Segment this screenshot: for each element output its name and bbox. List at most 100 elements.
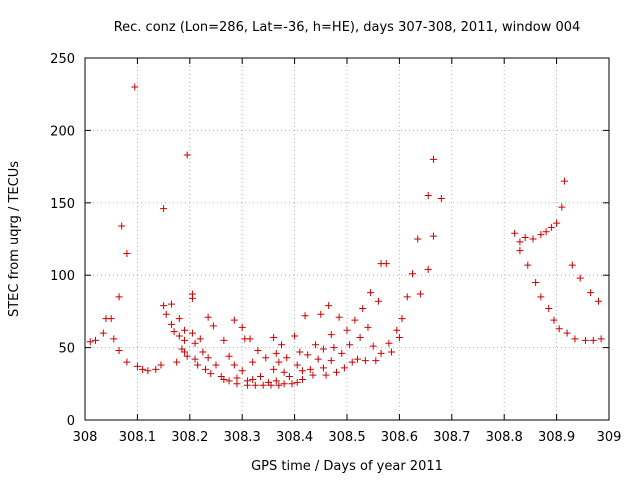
data-point — [333, 368, 341, 376]
data-points — [86, 83, 605, 389]
data-point — [280, 368, 288, 376]
y-axis-label: STEC from uqrg / TECUs — [7, 161, 22, 317]
data-point — [188, 329, 196, 337]
data-point — [558, 203, 566, 211]
data-point — [233, 380, 241, 388]
data-point — [270, 333, 278, 341]
data-point — [225, 377, 233, 385]
data-point — [194, 361, 202, 369]
data-point — [576, 274, 584, 282]
data-point — [259, 381, 267, 389]
x-tick-label: 308.4 — [276, 430, 313, 445]
data-point — [183, 352, 191, 360]
x-tick-label: 308.1 — [119, 430, 156, 445]
data-point — [424, 265, 432, 273]
data-point — [563, 329, 571, 337]
data-point — [283, 354, 291, 362]
data-point — [571, 335, 579, 343]
data-point — [524, 261, 532, 269]
data-point — [560, 177, 568, 185]
data-point — [191, 355, 199, 363]
data-point — [346, 341, 354, 349]
data-point — [511, 229, 519, 237]
data-point — [181, 326, 189, 334]
data-point — [532, 278, 540, 286]
data-point — [335, 313, 343, 321]
data-point — [183, 151, 191, 159]
data-point — [191, 339, 199, 347]
y-tick-label: 0 — [67, 414, 75, 429]
data-point — [319, 345, 327, 353]
data-point — [188, 294, 196, 302]
data-point — [374, 297, 382, 305]
data-point — [99, 329, 107, 337]
x-tick-label: 308.2 — [171, 430, 208, 445]
data-point — [199, 348, 207, 356]
data-point — [340, 364, 348, 372]
data-point — [267, 381, 275, 389]
data-point — [547, 223, 555, 231]
data-point — [521, 234, 529, 242]
x-tick-label: 308.3 — [224, 430, 261, 445]
data-point — [317, 310, 325, 318]
data-point — [325, 302, 333, 310]
data-point — [181, 336, 189, 344]
data-point — [204, 354, 212, 362]
x-tick-label: 308.5 — [328, 430, 365, 445]
data-point — [542, 228, 550, 236]
data-point — [275, 358, 283, 366]
data-point — [160, 302, 168, 310]
y-tick-label: 100 — [50, 269, 75, 284]
data-point — [338, 349, 346, 357]
data-point — [170, 328, 178, 336]
data-point — [385, 339, 393, 347]
data-point — [306, 365, 314, 373]
data-point — [202, 365, 210, 373]
x-axis: 308 308.1 308.2 308.3 308.4 308.5 308.6 308.7 30… — [73, 58, 621, 445]
data-point — [251, 381, 259, 389]
x-tick-label: 308.8 — [486, 430, 523, 445]
data-point — [278, 341, 285, 349]
data-point — [293, 378, 301, 386]
data-point — [238, 323, 246, 331]
data-point — [167, 300, 175, 308]
data-point — [270, 365, 278, 373]
data-point — [319, 364, 327, 372]
data-point — [296, 348, 304, 356]
data-point — [553, 219, 561, 227]
data-point — [545, 305, 553, 313]
data-point — [568, 261, 576, 269]
data-point — [581, 336, 589, 344]
data-point — [587, 289, 595, 297]
data-point — [204, 313, 212, 321]
data-point — [225, 352, 233, 360]
data-point — [272, 349, 280, 357]
data-point — [359, 305, 367, 313]
data-point — [537, 293, 545, 301]
data-point — [220, 375, 228, 383]
data-point — [212, 361, 220, 369]
data-point — [107, 315, 115, 323]
data-point — [416, 290, 424, 298]
data-point — [298, 367, 306, 375]
data-point — [196, 335, 204, 343]
chart-title: Rec. conz (Lon=286, Lat=-36, h=HE), days… — [114, 20, 581, 35]
y-tick-label: 50 — [58, 342, 75, 357]
data-point — [372, 357, 380, 365]
data-point — [257, 373, 265, 381]
data-point — [175, 332, 183, 340]
data-point — [207, 370, 215, 378]
data-point — [361, 357, 369, 365]
y-tick-label: 250 — [50, 52, 75, 67]
y-axis: 0 50 100 150 200 250 — [50, 52, 609, 429]
data-point — [209, 322, 217, 330]
data-point — [91, 336, 99, 344]
data-point — [409, 270, 416, 278]
data-point — [589, 336, 597, 344]
data-point — [595, 297, 603, 305]
data-point — [424, 192, 432, 200]
data-point — [429, 155, 437, 163]
data-point — [275, 381, 283, 389]
data-point — [393, 326, 401, 334]
